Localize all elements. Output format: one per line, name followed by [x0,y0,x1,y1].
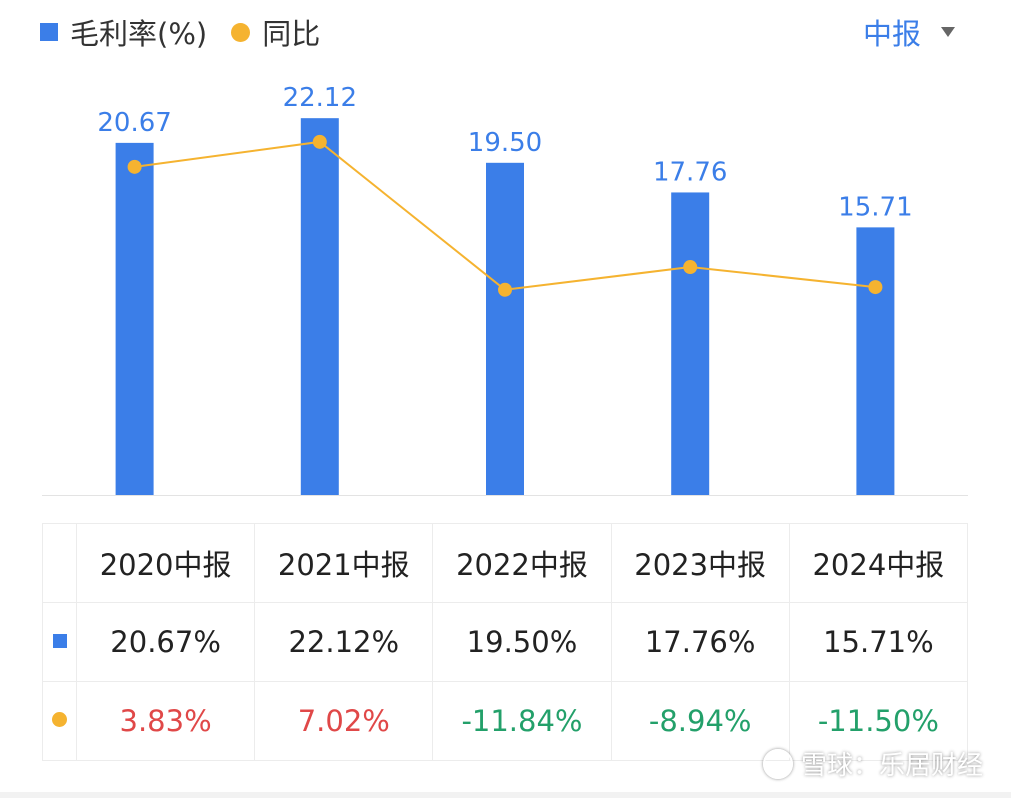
table-header-cell: 2022中报 [432,523,612,603]
table-header-cell: 2024中报 [788,523,969,603]
yoy-point [312,134,327,149]
table-cell: -11.50% [788,681,969,761]
table-row-yoy: 3.83% 7.02% -11.84% -8.94% -11.50% [42,681,969,761]
bar-line-chart: 20.67 22.12 19.50 17.76 15.71 [42,83,968,496]
table-header-cell: 2023中报 [610,523,790,603]
bar [856,227,895,495]
table-header-cell: 2020中报 [75,523,256,603]
legend-item-gross-margin[interactable]: 毛利率(%) [40,11,207,53]
period-selector[interactable]: 中报 [863,10,955,54]
bar-series-swatch-icon [40,23,58,41]
bar-value-label: 15.71 [838,192,912,222]
bar [300,118,339,496]
line-series-swatch-icon [231,22,251,42]
bar-value-label: 20.67 [97,108,171,138]
row-marker-cell [42,681,77,761]
legend-label-yoy: 同比 [262,17,321,51]
table-cell: 3.83% [75,681,256,761]
table-cell: 20.67% [75,602,256,682]
xueqiu-logo-icon [762,748,793,779]
data-table: 2020中报 2021中报 2022中报 2023中报 2024中报 20.67… [42,523,969,761]
legend-item-yoy[interactable]: 同比 [231,11,320,53]
table-cell: 17.76% [610,602,790,682]
bar-value-label: 22.12 [283,83,357,113]
table-row-gross-margin: 20.67% 22.12% 19.50% 17.76% 15.71% [42,602,969,682]
table-cell: -11.84% [432,681,612,761]
table-header-row: 2020中报 2021中报 2022中报 2023中报 2024中报 [42,523,969,603]
row-marker-cell [42,602,77,682]
table-cell: 7.02% [254,681,434,761]
yoy-point [683,260,698,275]
table-cell: 19.50% [432,602,612,682]
bar-value-label: 19.50 [468,128,542,158]
bottom-divider [0,792,1011,798]
watermark: 雪球：乐居财经 [762,745,983,782]
yoy-point [127,159,142,174]
caret-down-icon [941,27,955,37]
table-cell: -8.94% [610,681,790,761]
table-corner-cell [42,523,77,603]
legend-label-gross-margin: 毛利率(%) [70,17,208,51]
bar [115,142,154,496]
watermark-text: 雪球：乐居财经 [800,751,983,781]
period-selector-label: 中报 [862,17,921,51]
yoy-point [868,280,883,295]
line-series-marker-icon [52,711,67,727]
table-cell: 22.12% [254,602,434,682]
bar-series-marker-icon [52,633,67,648]
table-header-cell: 2021中报 [254,523,434,603]
bar [671,192,710,495]
chart-legend: 毛利率(%) 同比 [40,10,344,54]
yoy-point [498,282,512,297]
table-cell: 15.71% [788,602,969,682]
bar-value-label: 17.76 [653,157,727,187]
bar [486,162,524,495]
